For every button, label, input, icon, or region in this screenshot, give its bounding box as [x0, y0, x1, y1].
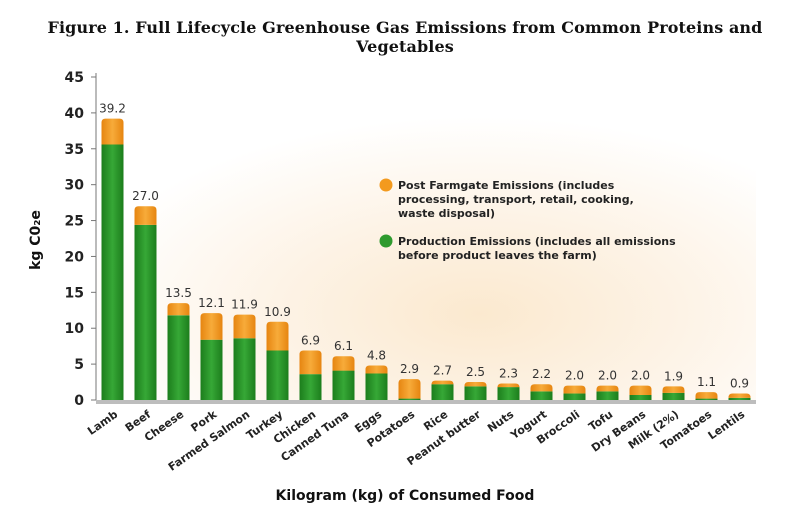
bar-post-farmgate [695, 392, 718, 399]
y-tick-label: 20 [65, 249, 85, 265]
data-label: 1.9 [664, 369, 683, 383]
data-label: 13.5 [165, 286, 192, 300]
y-tick-label: 35 [65, 142, 84, 158]
legend-label: Production Emissions (includes all emiss… [398, 235, 676, 262]
bar-production [233, 338, 256, 400]
data-label: 12.1 [198, 296, 225, 310]
data-label: 2.0 [598, 369, 617, 383]
data-label: 6.1 [334, 339, 353, 353]
bar-production [431, 384, 454, 400]
data-label: 0.9 [730, 377, 749, 391]
data-label: 10.9 [264, 305, 291, 319]
legend-swatch [379, 234, 393, 248]
bar-post-farmgate [431, 380, 454, 385]
bar-post-farmgate [101, 118, 124, 145]
bar-production [299, 374, 322, 400]
data-label: 2.9 [400, 362, 419, 376]
data-label: 2.2 [532, 367, 551, 381]
bar-production [695, 398, 718, 400]
bar-production [332, 370, 355, 400]
data-label: 2.5 [466, 365, 485, 379]
data-label: 2.0 [565, 369, 584, 383]
data-label: 6.9 [301, 333, 320, 347]
bar-production [530, 391, 553, 400]
y-tick-label: 0 [74, 393, 84, 409]
data-label: 39.2 [99, 102, 126, 116]
y-tick-label: 5 [74, 357, 84, 373]
y-tick-label: 25 [65, 214, 84, 230]
data-label: 11.9 [231, 298, 258, 312]
y-axis: 0 5 10 15 20 25 30 35 40 45 [65, 70, 97, 409]
bar-post-farmgate [134, 206, 157, 225]
data-label: 27.0 [132, 189, 159, 203]
bar-production [167, 315, 190, 400]
x-tick-label: Lentils [706, 408, 748, 443]
bar-post-farmgate [233, 314, 256, 339]
bar-production [563, 393, 586, 400]
data-label: 2.3 [499, 366, 518, 380]
bar-post-farmgate [497, 383, 520, 388]
bar-post-farmgate [332, 356, 355, 371]
bar-post-farmgate [464, 382, 487, 387]
bar-production [596, 391, 619, 400]
x-axis-baseline [96, 400, 756, 404]
x-axis-label: Kilogram (kg) of Consumed Food [276, 488, 535, 504]
bar-production [101, 144, 124, 400]
data-label: 4.8 [367, 349, 386, 363]
bar-post-farmgate [266, 321, 289, 351]
bar-post-farmgate [200, 313, 223, 340]
data-label: 2.0 [631, 369, 650, 383]
bar-post-farmgate [398, 379, 421, 399]
bar-post-farmgate [563, 385, 586, 394]
bar-post-farmgate [530, 384, 553, 392]
y-tick-label: 40 [65, 106, 85, 122]
bar-production [629, 394, 652, 400]
bar-production [464, 386, 487, 400]
bar-production [398, 398, 421, 400]
data-label: 1.1 [697, 375, 716, 389]
bar-post-farmgate [299, 350, 322, 375]
bars: 39.2 27.0 13.5 12.1 11.9 10.9 6.9 6.1 4.8 2.9 2.7 2… [99, 102, 751, 400]
x-tick-label: Lamb [85, 408, 120, 438]
y-tick-label: 30 [65, 178, 85, 194]
y-axis-label: kg C0₂e [28, 210, 44, 270]
bar-post-farmgate [629, 385, 652, 395]
bar-production [200, 339, 223, 400]
bar-post-farmgate [365, 365, 388, 374]
bar-production [497, 387, 520, 400]
bar-production [662, 392, 685, 400]
legend-label: Post Farmgate Emissions (includes process… [398, 179, 634, 220]
legend: Post Farmgate Emissions (includes process… [379, 178, 676, 262]
data-label: 2.7 [433, 364, 452, 378]
y-tick-label: 45 [65, 70, 84, 86]
bar-production [365, 373, 388, 400]
y-tick-label: 10 [65, 321, 85, 337]
bar-production [134, 224, 157, 400]
bar-post-farmgate [167, 303, 190, 316]
bar-post-farmgate [596, 385, 619, 392]
bar-post-farmgate [728, 393, 751, 398]
bar-production [266, 350, 289, 400]
bar-production [728, 397, 751, 400]
legend-swatch [379, 178, 393, 192]
chart-title: Figure 1. Full Lifecycle Greenhouse Gas … [47, 18, 763, 56]
bar-post-farmgate [662, 386, 685, 393]
y-tick-label: 15 [65, 285, 84, 301]
